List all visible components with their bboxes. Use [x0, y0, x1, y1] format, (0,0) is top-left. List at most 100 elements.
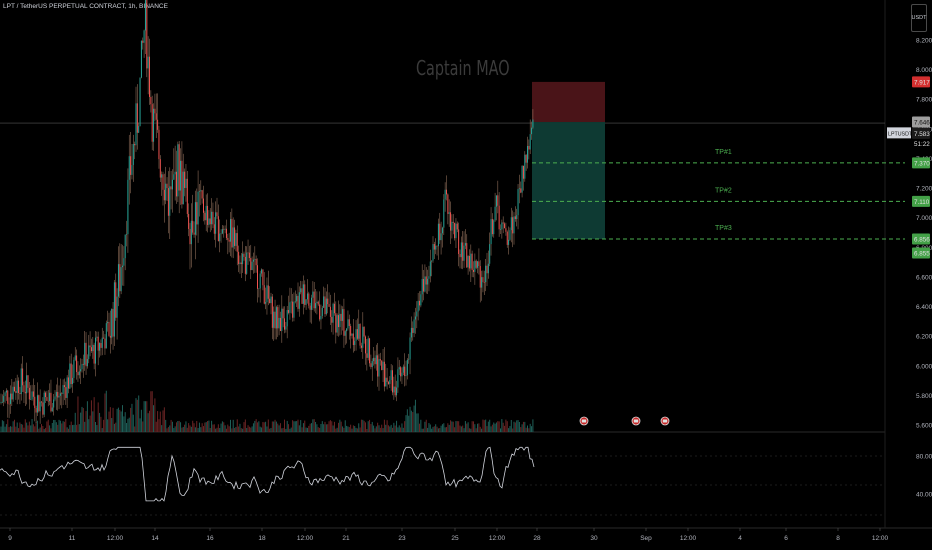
candle [198, 191, 200, 192]
candle [105, 323, 107, 349]
candle [259, 273, 261, 289]
candle [99, 343, 101, 351]
volume-bar [386, 420, 388, 432]
volume-bar [188, 423, 190, 432]
volume-bar [508, 428, 510, 432]
volume-bar [147, 413, 149, 432]
volume-bar [300, 420, 302, 432]
candle [428, 276, 430, 279]
candle [532, 119, 534, 128]
volume-bar [261, 427, 263, 432]
volume-bar [524, 421, 526, 432]
candle [192, 220, 194, 233]
volume-bar [382, 428, 384, 432]
volume-bar [34, 426, 36, 432]
volume-bar [73, 424, 75, 432]
volume-bar [343, 427, 345, 432]
volume-bar [143, 401, 145, 432]
time-axis-label: 11 [69, 535, 76, 542]
volume-bar [356, 428, 358, 432]
candle [392, 370, 393, 393]
volume-bar [158, 419, 160, 432]
candle [185, 178, 187, 188]
candle [182, 171, 184, 205]
candle [8, 403, 10, 405]
currency-button[interactable]: USDT [911, 4, 927, 32]
candle [23, 385, 25, 392]
candle [194, 202, 196, 235]
candle [524, 154, 526, 179]
candle [157, 119, 159, 130]
candle [42, 402, 44, 415]
volume-bar [131, 403, 133, 432]
candle [30, 399, 32, 400]
volume-bar [366, 428, 368, 432]
volume-bar [518, 422, 520, 432]
candle [269, 298, 271, 304]
volume-bar [115, 422, 117, 432]
candle [38, 395, 40, 412]
volume-bar [201, 423, 203, 432]
candle [244, 256, 246, 274]
candle [213, 224, 215, 234]
volume-bar [494, 423, 496, 432]
candle [331, 316, 333, 323]
candle [238, 251, 240, 265]
candle [207, 205, 209, 225]
volume-bar [279, 423, 281, 432]
volume-bar [509, 426, 511, 432]
volume-bar [369, 419, 371, 432]
volume-bar [516, 420, 518, 432]
volume-bar [68, 428, 69, 432]
volume-bar [459, 425, 461, 432]
candle [338, 315, 339, 328]
candle [178, 144, 180, 191]
volume-bar [228, 426, 230, 432]
volume-bar [236, 419, 238, 432]
candle [448, 212, 450, 214]
volume-bar [225, 428, 227, 432]
volume-bar [263, 422, 265, 432]
volume-bar [270, 427, 272, 432]
volume-bar [223, 422, 225, 432]
volume-bar [451, 421, 453, 432]
price-axis-label: 6.200 [916, 334, 932, 341]
volume-bar [437, 428, 439, 432]
rsi-axis-label: 40.00 [916, 492, 932, 499]
volume-bar [173, 428, 175, 432]
volume-bar [95, 422, 96, 432]
volume-bar [332, 425, 334, 432]
candle [350, 326, 352, 336]
volume-bar [203, 426, 204, 432]
volume-bar [54, 420, 56, 432]
volume-bar [238, 426, 240, 432]
candle [474, 260, 476, 272]
candle [495, 195, 497, 207]
candle [248, 252, 250, 258]
time-axis-label: 21 [342, 535, 350, 542]
candle [466, 243, 468, 268]
volume-bar [107, 419, 109, 432]
candle [205, 205, 207, 221]
candle [196, 202, 198, 225]
candle [11, 393, 13, 400]
candle [243, 253, 245, 257]
candle [493, 220, 495, 235]
volume-bar [119, 409, 121, 432]
candle [342, 309, 344, 321]
price-badge [912, 127, 930, 139]
candle [72, 377, 74, 385]
volume-bar [176, 422, 177, 432]
candle [477, 261, 479, 268]
currency-label: USDT [911, 15, 927, 21]
candle [80, 369, 82, 372]
candle [381, 360, 383, 370]
candle [255, 258, 257, 266]
candle [286, 310, 288, 327]
candle [312, 291, 314, 298]
volume-bar [464, 421, 466, 432]
volume-bar [180, 422, 182, 432]
candle [267, 285, 269, 299]
candle [251, 261, 253, 270]
